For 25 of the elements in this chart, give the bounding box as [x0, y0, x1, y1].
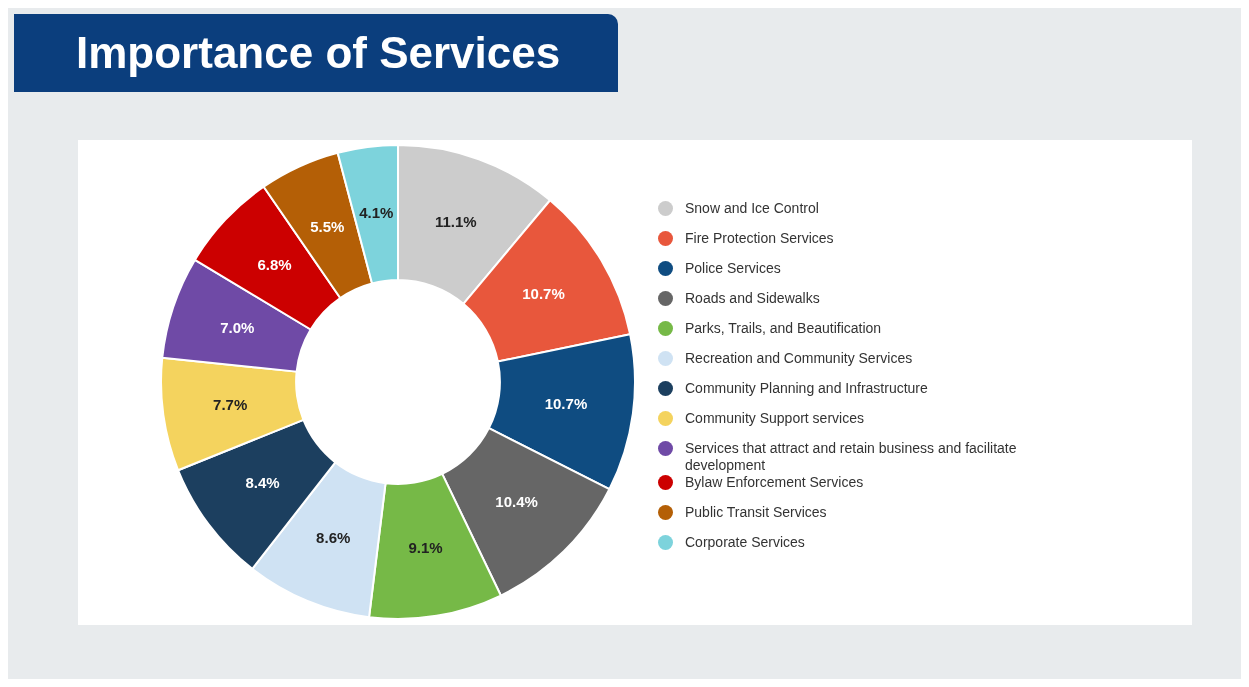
data-label: 9.1%: [408, 539, 443, 557]
legend-label: Snow and Ice Control: [685, 200, 819, 217]
data-label: 4.1%: [359, 204, 394, 222]
legend-label: Fire Protection Services: [685, 230, 834, 247]
data-label: 8.6%: [316, 528, 351, 546]
data-label: 7.7%: [213, 395, 248, 413]
data-label: 5.5%: [310, 218, 345, 236]
data-label: 8.4%: [245, 474, 280, 492]
legend-label: Public Transit Services: [685, 504, 827, 521]
legend-label: Roads and Sidewalks: [685, 290, 820, 307]
data-label: 11.1%: [434, 212, 477, 230]
legend-label: Services that attract and retain business and facilitate development: [685, 440, 1018, 474]
data-label: 10.4%: [495, 493, 538, 511]
legend-label: Police Services: [685, 260, 781, 277]
data-label: 10.7%: [544, 394, 588, 412]
legend-label: Community Planning and Infrastructure: [685, 380, 928, 397]
legend-label: Corporate Services: [685, 534, 805, 551]
data-label: 10.7%: [522, 285, 565, 303]
legend-label: Bylaw Enforcement Services: [685, 474, 864, 491]
legend-label: Recreation and Community Services: [685, 350, 913, 367]
legend-label: Community Support services: [685, 410, 864, 427]
chart-title: Importance of Services: [14, 14, 618, 92]
data-label: 7.0%: [220, 318, 255, 336]
data-label: 6.8%: [257, 256, 292, 274]
legend-label: Parks, Trails, and Beautification: [685, 320, 882, 337]
